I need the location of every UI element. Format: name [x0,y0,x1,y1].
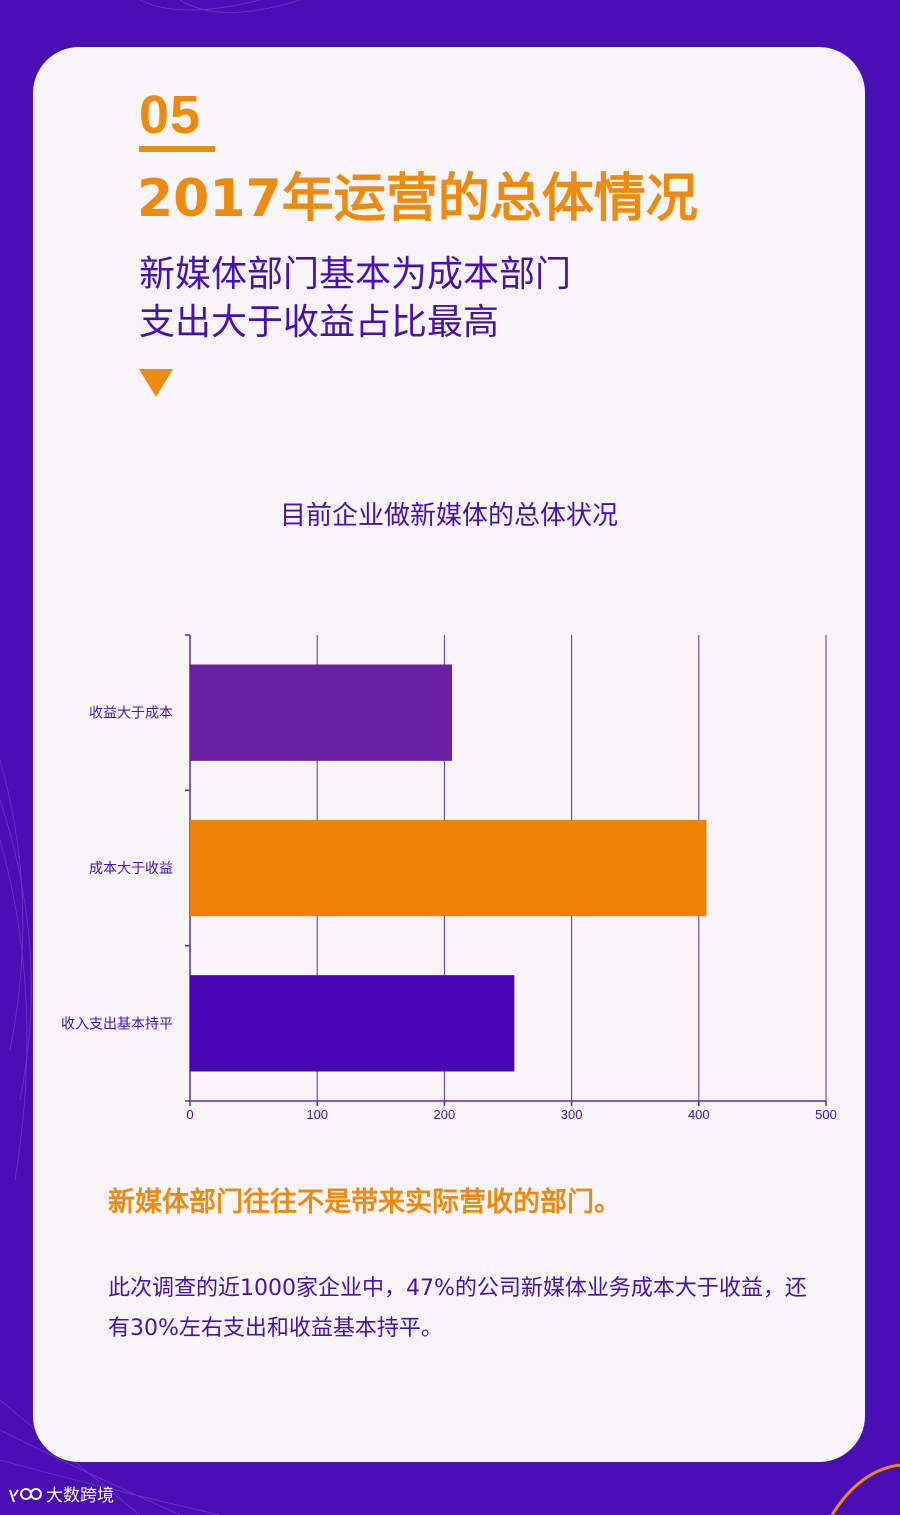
chart-title: 目前企业做新媒体的总体状况 [279,501,618,531]
body-text: 此次调查的近1000家企业中，47%的公司新媒体业务成本大于收益，还有30%左右… [108,1276,807,1341]
triangle-down-icon [139,369,173,397]
y-tick-label: 收入支出基本持平 [61,1015,173,1032]
subtitle-line-2: 支出大于收益占比最高 [139,302,500,343]
brand-icon [9,1488,42,1503]
bar [190,819,707,917]
bar [190,664,453,761]
page-title: 2017年运营的总体情况 [137,169,698,229]
x-tick-label: 400 [688,1107,710,1122]
x-tick-label: 300 [561,1107,583,1122]
y-tick-label: 成本大于收益 [89,861,173,877]
subtitle-line-1: 新媒体部门基本为成本部门 [139,254,572,295]
highlight-text: 新媒体部门往往不是带来实际营收的部门。 [108,1187,621,1218]
brand-name: 大数跨境 [46,1486,114,1506]
x-tick-label: 500 [815,1107,837,1122]
brand-logo: 大数跨境 [8,1484,114,1508]
subtitle: 新媒体部门基本为成本部门 支出大于收益占比最高 [139,251,571,347]
x-tick-label: 0 [186,1107,193,1122]
section-number-underline [139,146,215,152]
bar [190,975,515,1072]
section-number: 05 [139,85,202,145]
y-tick-label: 收益大于成本 [89,706,173,722]
x-tick-label: 100 [306,1107,328,1122]
content-card: 05 2017年运营的总体情况 新媒体部门基本为成本部门 支出大于收益占比最高 … [33,47,865,1462]
x-tick-label: 200 [434,1107,456,1122]
